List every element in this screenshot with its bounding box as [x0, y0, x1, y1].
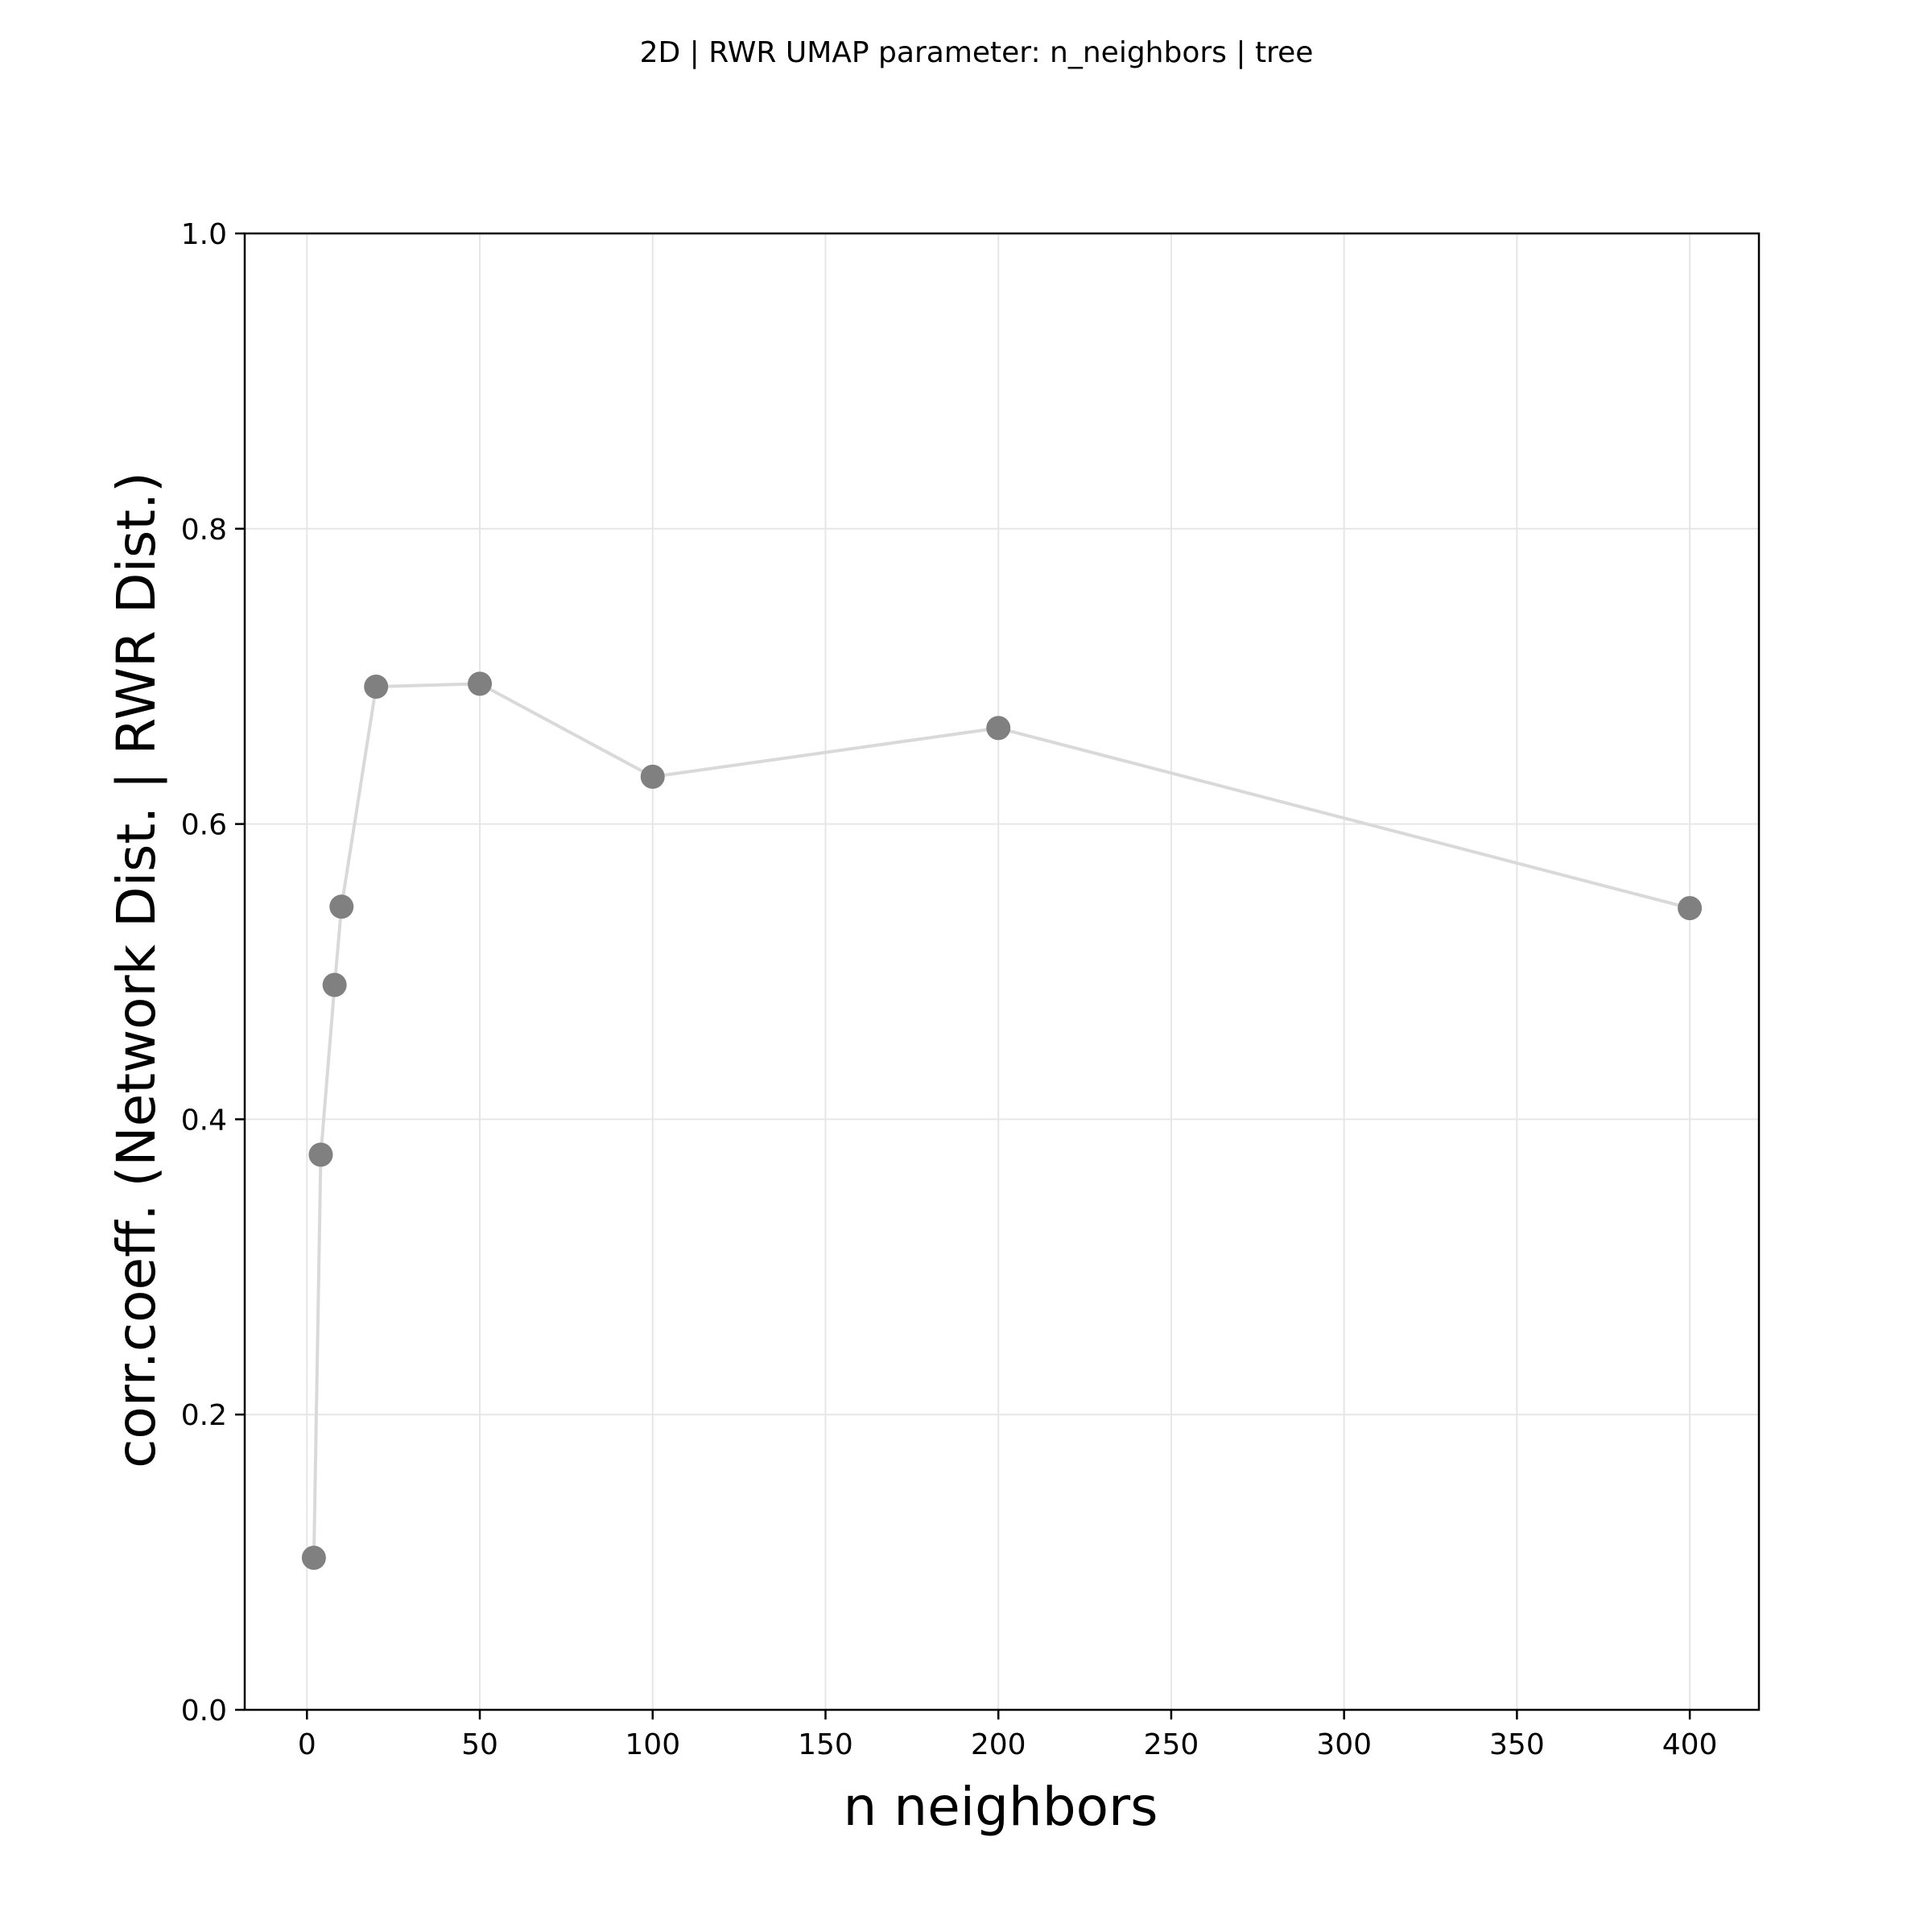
- y-axis-label: corr.coeff. (Network Dist. | RWR Dist.): [105, 472, 167, 1468]
- data-point: [986, 716, 1011, 741]
- x-axis-ticks: 0 50 100 150 200 250 300 350 400: [298, 1710, 1718, 1761]
- y-tick-label: 0.4: [181, 1104, 227, 1137]
- data-point: [308, 1142, 333, 1167]
- plot-frame: [243, 232, 1761, 1711]
- y-tick-label: 0.0: [181, 1695, 227, 1728]
- data-point: [322, 972, 347, 997]
- y-tick-label: 0.6: [181, 809, 227, 842]
- chart-title: 2D | RWR UMAP parameter: n_neighbors | t…: [640, 36, 1314, 69]
- grid: [245, 233, 1759, 1711]
- x-tick-label: 350: [1489, 1728, 1545, 1761]
- y-tick-label: 1.0: [181, 218, 227, 251]
- x-tick-label: 300: [1316, 1728, 1372, 1761]
- x-axis-label: n neighbors: [843, 1776, 1158, 1838]
- y-axis-ticks: 0.0 0.2 0.4 0.6 0.8 1.0: [181, 218, 245, 1728]
- x-tick-label: 400: [1662, 1728, 1718, 1761]
- data-point: [1678, 896, 1703, 921]
- y-tick-label: 0.2: [181, 1399, 227, 1432]
- data-point: [640, 764, 665, 789]
- data-points: [301, 671, 1703, 1571]
- x-tick-label: 200: [971, 1728, 1026, 1761]
- series-polyline: [312, 682, 1690, 1558]
- series-line: [312, 682, 1690, 1558]
- x-tick-label: 50: [461, 1728, 498, 1761]
- data-point: [301, 1546, 326, 1571]
- x-tick-label: 0: [298, 1728, 316, 1761]
- x-tick-label: 100: [625, 1728, 680, 1761]
- x-tick-label: 150: [798, 1728, 853, 1761]
- y-tick-label: 0.8: [181, 514, 227, 547]
- x-tick-label: 250: [1144, 1728, 1199, 1761]
- data-point: [364, 675, 389, 700]
- data-point: [329, 894, 354, 919]
- data-point: [468, 671, 493, 696]
